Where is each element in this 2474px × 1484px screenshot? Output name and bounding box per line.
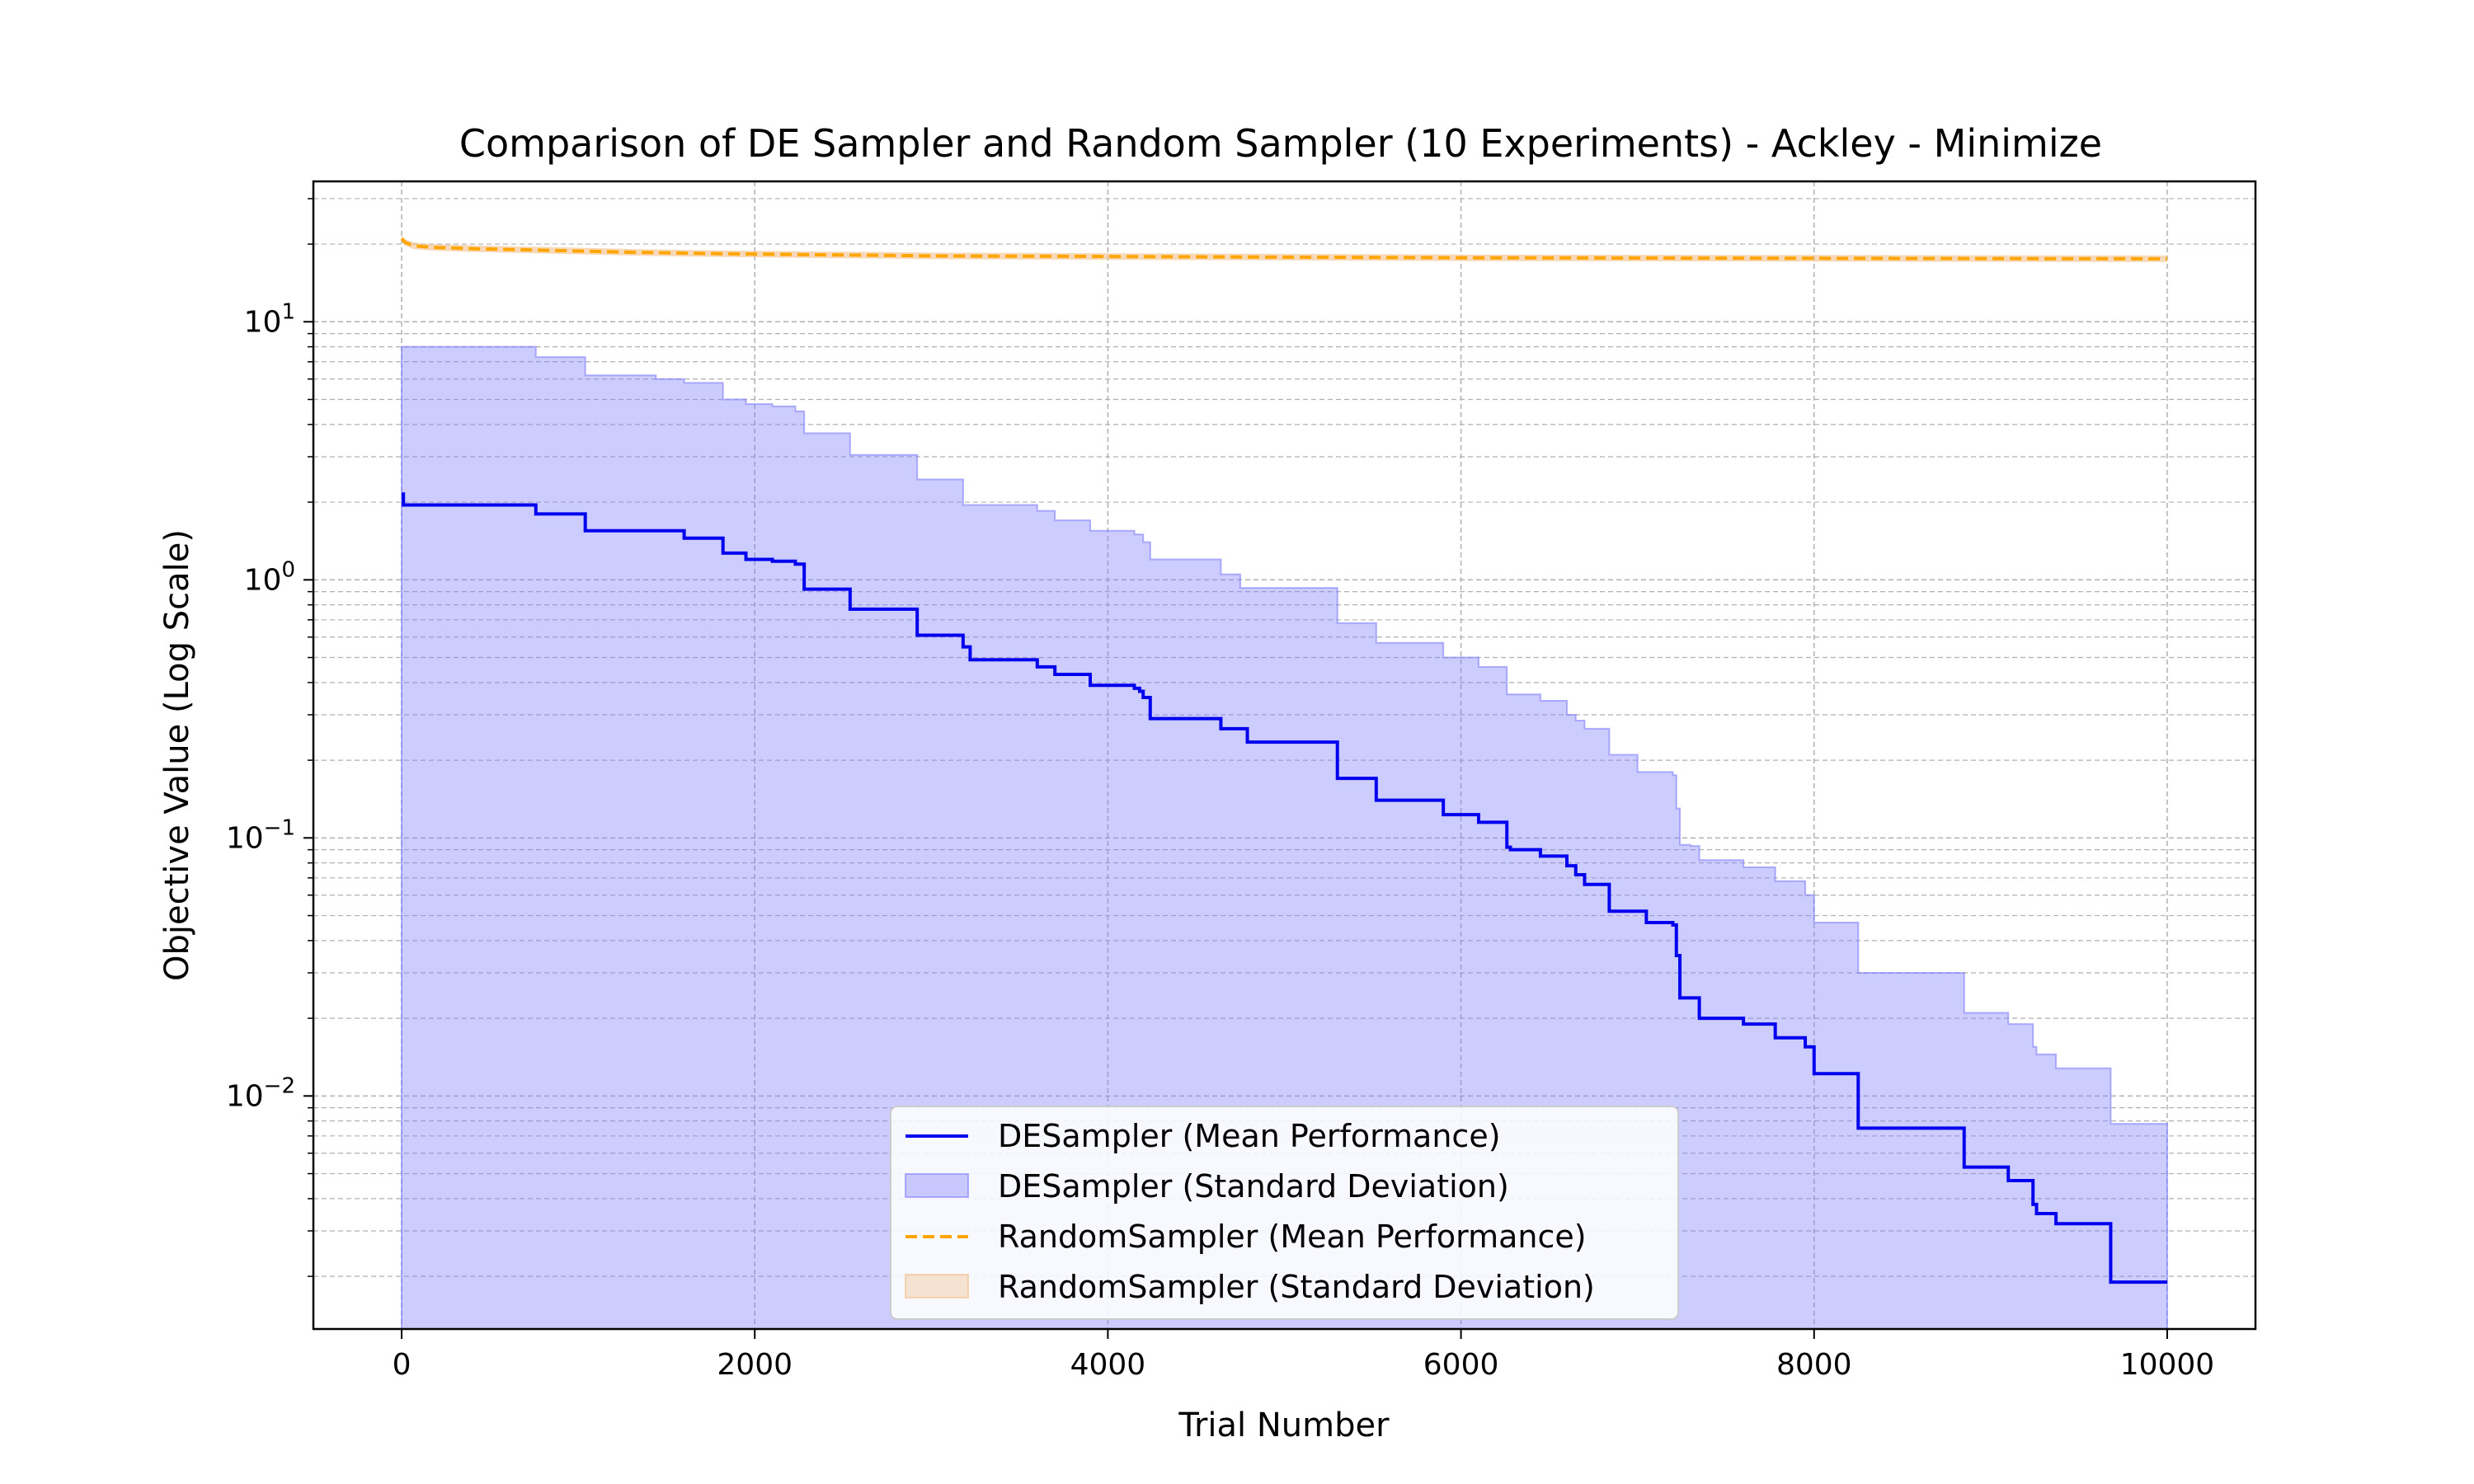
gridlines <box>313 181 2255 1329</box>
legend-swatch <box>905 1274 969 1298</box>
x-tick-label: 2000 <box>717 1348 793 1382</box>
line-desampler-mean <box>402 492 2167 1284</box>
x-tick-label: 0 <box>393 1348 412 1382</box>
x-tick-label: 4000 <box>1070 1348 1146 1382</box>
x-tick-label: 8000 <box>1776 1348 1852 1382</box>
x-tick-label: 10000 <box>2120 1348 2215 1382</box>
legend-label: DESampler (Mean Performance) <box>998 1118 1501 1154</box>
legend-box <box>890 1106 1679 1320</box>
y-tick-label: 10−1 <box>226 815 295 855</box>
legend-label: DESampler (Standard Deviation) <box>998 1168 1509 1205</box>
legend-label: RandomSampler (Mean Performance) <box>998 1219 1587 1255</box>
chart-title: Comparison of DE Sampler and Random Samp… <box>459 121 2102 166</box>
x-axis-label: Trial Number <box>1178 1407 1390 1444</box>
legend-label: RandomSampler (Standard Deviation) <box>998 1269 1595 1305</box>
legend: DESampler (Mean Performance) DESampler (S… <box>890 1106 1679 1320</box>
y-axis-ticks: 101 100 10−1 10−2 <box>226 198 313 1277</box>
plot-frame <box>312 180 2257 1331</box>
y-tick-label: 100 <box>244 557 295 597</box>
line-randomsampler-mean <box>400 237 2167 261</box>
plot-area <box>312 180 2257 1331</box>
x-tick-label: 6000 <box>1423 1348 1499 1382</box>
band-desampler-std <box>401 345 2168 1330</box>
x-axis-ticks: 0 2000 4000 6000 8000 10000 <box>393 1329 2215 1382</box>
mean-lines <box>400 237 2167 1284</box>
y-tick-label: 10−2 <box>226 1073 295 1113</box>
legend-swatch <box>905 1173 969 1198</box>
y-tick-label: 101 <box>244 299 295 339</box>
y-axis-label: Objective Value (Log Scale) <box>158 529 196 981</box>
